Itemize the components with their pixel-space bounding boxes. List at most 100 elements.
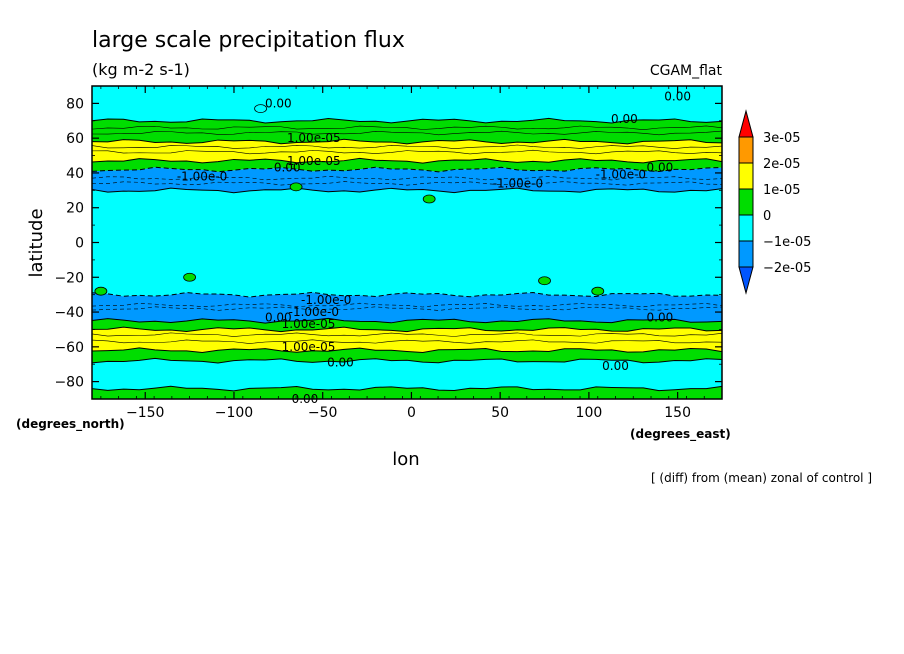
colorbar-segment <box>738 188 754 216</box>
contour-line <box>91 291 723 298</box>
contour-label: 0.00 <box>327 355 354 369</box>
contour-blob <box>254 104 267 114</box>
contour-label: 0.00 <box>265 96 292 110</box>
x-tick-label: 0 <box>407 405 416 421</box>
x-axis: −150 −100 −50 0 50 100 150 <box>100 86 723 421</box>
contour-band <box>92 318 722 332</box>
contour-line <box>91 317 723 324</box>
contour-band <box>92 139 722 164</box>
contour-line <box>91 138 723 145</box>
contour-label: -1.00e-0 <box>493 176 543 190</box>
contour-label: 1.00e-05 <box>282 340 336 354</box>
experiment-label: CGAM_flat <box>650 63 723 79</box>
contour-line <box>91 306 723 311</box>
contour-blob <box>538 276 551 286</box>
contour-label: 1.00e-05 <box>287 131 341 145</box>
contour-blob <box>289 182 303 192</box>
chart-title: large scale precipitation flux <box>92 28 405 53</box>
contour-blob <box>591 286 605 296</box>
contour-band <box>92 347 722 364</box>
contour-blob <box>183 272 197 282</box>
y-tick-label: 20 <box>66 201 84 217</box>
y-tick-label: −20 <box>54 270 84 286</box>
contour-label: 0.00 <box>602 359 629 373</box>
contour-line <box>91 144 723 150</box>
x-tick-label: −150 <box>126 405 164 421</box>
y-tick-label: 80 <box>66 96 84 112</box>
contour-label: 1.00e-05 <box>287 154 341 168</box>
x-tick-label: 100 <box>576 405 603 421</box>
colorbar-label: 1e-05 <box>763 183 801 198</box>
contour-line <box>91 332 723 337</box>
contour-label: 0.00 <box>647 310 674 324</box>
contour-line <box>91 385 723 392</box>
contour-label: 0.00 <box>265 310 292 324</box>
y-tick-label: 60 <box>66 131 84 147</box>
y-tick-label: 0 <box>75 236 84 252</box>
footnote: [ (diff) from (mean) zonal of control ] <box>651 471 872 485</box>
contour-band <box>92 386 722 399</box>
contour-label: -1.00e-0 <box>177 169 227 183</box>
colorbar-label: 0 <box>763 209 771 224</box>
colorbar: 3e-05 2e-05 1e-05 0 −1e-05 −2e-05 <box>738 109 811 295</box>
contour-band <box>92 358 722 391</box>
colorbar-segment <box>738 136 754 164</box>
chart-subtitle: (kg m-2 s-1) <box>92 60 190 79</box>
y-tick-label: −40 <box>54 305 84 321</box>
contour-labels-layer: 0.000.000.001.00e-051.00e-050.00 0.00-1.0… <box>177 89 691 406</box>
contour-line <box>91 149 723 155</box>
contour-line <box>91 130 723 136</box>
contour-line <box>91 347 723 354</box>
y-units-label: (degrees_north) <box>16 417 125 432</box>
contour-blob <box>422 194 436 204</box>
y-tick-label: −80 <box>54 375 84 391</box>
x-tick-label: 50 <box>491 405 509 421</box>
contour-line <box>91 339 723 344</box>
colorbar-arrow-bottom <box>738 266 754 295</box>
colorbar-label: −2e-05 <box>763 261 811 276</box>
y-tick-label: −60 <box>54 340 84 356</box>
contour-label: 0.00 <box>647 161 674 175</box>
contour-line <box>91 187 723 194</box>
contour-line <box>91 175 723 181</box>
contour-label: -1.00e-0 <box>301 293 351 307</box>
contour-line <box>91 125 723 130</box>
x-tick-label: −100 <box>215 405 253 421</box>
contour-band <box>92 188 722 298</box>
contour-band <box>92 118 722 144</box>
contour-line <box>91 357 723 364</box>
contour-label: 0.00 <box>611 112 638 126</box>
contour-fill-layer <box>92 86 722 399</box>
colorbar-segment <box>738 162 754 190</box>
contour-lines-layer <box>91 117 723 392</box>
colorbar-label: 3e-05 <box>763 131 801 146</box>
colorbar-arrow-top <box>738 109 754 138</box>
y-axis-label: latitude <box>26 208 47 277</box>
x-tick-label: −50 <box>308 405 338 421</box>
x-units-label: (degrees_east) <box>630 427 731 442</box>
contour-line <box>91 302 723 308</box>
colorbar-label: 2e-05 <box>763 157 801 172</box>
y-axis: −80 −60 −40 −20 0 20 40 60 80 <box>54 85 722 400</box>
y-tick-label: 40 <box>66 166 84 182</box>
contour-band <box>92 167 722 193</box>
x-axis-label: lon <box>392 449 419 470</box>
contour-blob <box>94 286 108 296</box>
contour-band <box>92 158 722 172</box>
contour-line <box>91 117 723 124</box>
contour-band <box>92 327 722 353</box>
contour-label: 0.00 <box>274 161 301 175</box>
contour-band <box>92 292 722 324</box>
contour-label: -1.00e-0 <box>289 305 339 319</box>
contour-line <box>91 326 723 333</box>
contour-line <box>91 157 723 164</box>
colorbar-segment <box>738 214 754 242</box>
contour-line <box>91 166 723 173</box>
x-tick-label: 150 <box>664 405 691 421</box>
contour-label: -1.00e-0 <box>596 168 646 182</box>
contour-blobs-layer <box>94 104 605 296</box>
colorbar-label: −1e-05 <box>763 235 811 250</box>
contour-band <box>92 86 722 124</box>
contour-line <box>91 181 723 186</box>
